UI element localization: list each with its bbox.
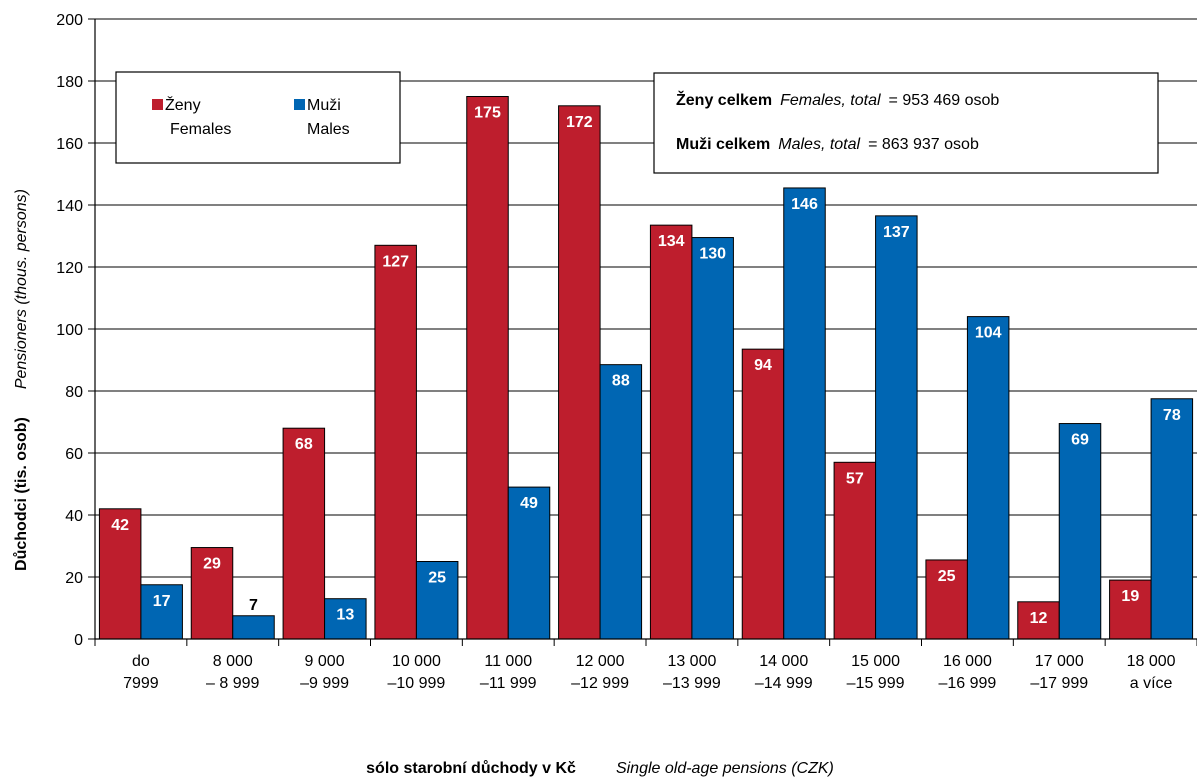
bar-males-10 <box>1058 423 1102 640</box>
x-axis: do 7999 8 000– 8 999 9 000 –9 999 10 000 –10 9… <box>94 638 1197 692</box>
y-tick-label: 200 <box>56 12 83 29</box>
totals-females-value: = 953 469 osob <box>889 92 1000 109</box>
totals-males-cz: Muži celkem <box>676 136 770 153</box>
value-label-males-11: 78 <box>1163 407 1181 424</box>
x-tick-label: 13 000 –13 999 <box>663 653 721 692</box>
y-tick-label: 20 <box>65 570 83 587</box>
value-label-females-5: 172 <box>566 114 593 131</box>
value-label-females-4: 175 <box>474 105 501 122</box>
totals-females: Ženy celkem Females, total = 953 469 osob <box>676 90 999 109</box>
value-label-females-3: 127 <box>382 253 409 270</box>
value-label-males-8: 137 <box>883 224 910 241</box>
y-tick-label: 180 <box>56 74 83 91</box>
bar-females-8 <box>833 461 877 640</box>
x-tick-label: 12 000 –12 999 <box>571 653 629 692</box>
bar-males-0 <box>140 584 183 640</box>
y-axis-title-cz: Důchodci (tis. osob) <box>13 417 30 571</box>
bar-females-11 <box>1109 579 1152 640</box>
value-labels: 42 29 68 127 175 172 134 94 57 25 12 19 17 7 13 25 49 88 1… <box>111 105 1181 627</box>
x-tick-label: 17 000 –17 999 <box>1030 653 1088 692</box>
totals-box-frame <box>653 72 1159 174</box>
bar-females-7 <box>741 348 785 640</box>
bar-males-2 <box>324 598 367 640</box>
bar-males-4 <box>507 486 551 640</box>
bar-males-11 <box>1150 398 1194 640</box>
value-label-males-2: 13 <box>336 607 354 624</box>
legend-box <box>115 71 401 164</box>
value-label-males-4: 49 <box>520 495 538 512</box>
value-label-females-1: 29 <box>203 556 221 573</box>
legend-swatch-males <box>294 99 305 110</box>
x-tick-label: 9 000 –9 999 <box>300 653 349 692</box>
bar-females-6 <box>649 224 693 640</box>
bar-females-10 <box>1017 601 1060 640</box>
bar-females-1 <box>190 547 234 640</box>
x-tick-label: 15 000 –15 999 <box>847 653 905 692</box>
value-label-males-3: 25 <box>428 570 446 587</box>
bar-males-3 <box>415 561 459 640</box>
x-tick-label: 14 000 –14 999 <box>755 653 813 692</box>
value-label-females-9: 25 <box>938 568 956 585</box>
x-tick-label: 10 000 –10 999 <box>387 653 445 692</box>
bar-males-6 <box>691 237 734 640</box>
bar-males-9 <box>966 316 1010 640</box>
value-label-females-8: 57 <box>846 470 864 487</box>
value-label-females-6: 134 <box>658 233 685 250</box>
y-axis-title-en: Pensioners (thous. persons) <box>13 189 30 389</box>
legend-swatch-females <box>152 99 163 110</box>
x-tick-label: do 7999 <box>123 653 159 692</box>
x-axis-title: sólo starobní důchody v Kč Single old-age… <box>366 760 834 777</box>
legend-label-males-cz: Muži <box>307 97 341 114</box>
totals-males: Muži celkem Males, total = 863 937 osob <box>676 136 979 153</box>
x-tick-label: 8 000– 8 999 <box>206 653 259 692</box>
value-label-males-1: 7 <box>249 597 258 614</box>
value-label-males-5: 88 <box>612 373 630 390</box>
bar-females-2 <box>282 427 326 640</box>
x-tick-label: 11 000 –11 999 <box>480 653 537 692</box>
value-label-males-10: 69 <box>1071 432 1089 449</box>
y-tick-label: 140 <box>56 198 83 215</box>
legend-label-males-en: Males <box>307 121 350 138</box>
y-axis-title: Důchodci (tis. osob) Pensioners (thous. p… <box>13 189 30 571</box>
value-label-females-7: 94 <box>754 357 772 374</box>
bar-females-5 <box>558 105 601 640</box>
value-label-males-0: 17 <box>153 593 171 610</box>
y-tick-label: 120 <box>56 260 83 277</box>
bar-females-3 <box>374 244 417 640</box>
bar-males-5 <box>599 364 643 640</box>
y-tick-label: 100 <box>56 322 83 339</box>
totals-males-en: Males, total <box>778 136 860 153</box>
y-tick-label: 80 <box>65 384 83 401</box>
bar-females-0 <box>98 508 142 640</box>
bar-males-7 <box>783 187 826 640</box>
value-label-males-7: 146 <box>791 196 818 213</box>
value-label-females-10: 12 <box>1030 610 1048 627</box>
totals-females-en: Females, total <box>780 92 881 109</box>
value-label-females-2: 68 <box>295 436 313 453</box>
y-tick-label: 60 <box>65 446 83 463</box>
y-axis: 0 20 40 60 80 100 120 140 160 180 200 <box>56 12 96 649</box>
bars <box>98 96 1194 640</box>
value-label-females-11: 19 <box>1121 588 1139 605</box>
legend-label-females-cz: Ženy <box>165 95 201 114</box>
bar-females-4 <box>466 96 509 640</box>
x-tick-label: 18 000 a více <box>1127 653 1176 692</box>
bar-males-8 <box>875 215 918 640</box>
y-tick-label: 0 <box>74 632 83 649</box>
y-tick-label: 40 <box>65 508 83 525</box>
y-tick-label: 160 <box>56 136 83 153</box>
value-label-males-6: 130 <box>699 246 726 263</box>
value-label-males-9: 104 <box>975 325 1002 342</box>
value-label-females-0: 42 <box>111 517 129 534</box>
x-tick-label: 16 000 –16 999 <box>938 653 996 692</box>
legend-label-females-en: Females <box>170 121 231 138</box>
totals-males-value: = 863 937 osob <box>868 136 979 153</box>
totals-box: Ženy celkem Females, total = 953 469 osob … <box>653 72 1159 174</box>
bar-males-1 <box>232 615 275 640</box>
legend: Ženy Females Muži Males <box>115 71 401 164</box>
totals-females-cz: Ženy celkem <box>676 90 772 109</box>
x-axis-title-en: Single old-age pensions (CZK) <box>616 760 834 777</box>
x-axis-title-cz: sólo starobní důchody v Kč <box>366 760 576 777</box>
